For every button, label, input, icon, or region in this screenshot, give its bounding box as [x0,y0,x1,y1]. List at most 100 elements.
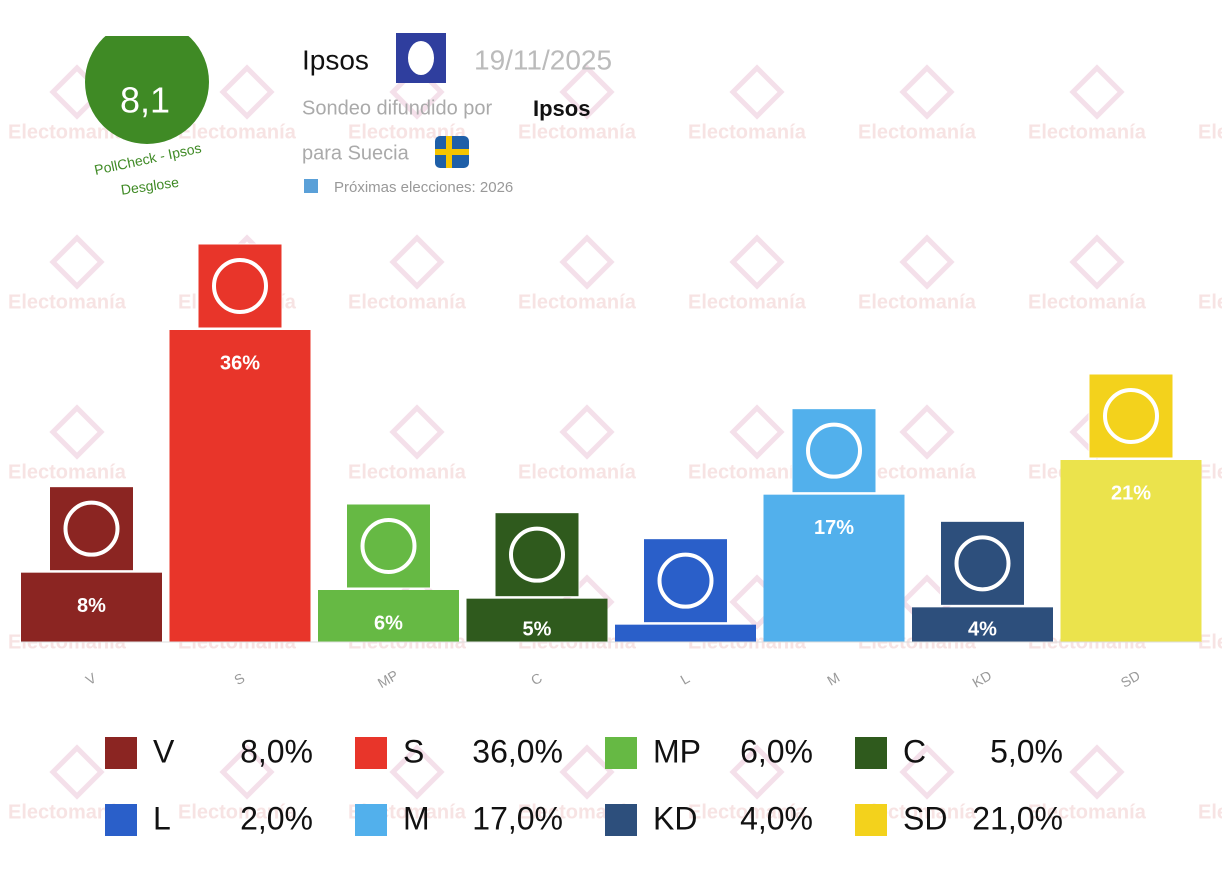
party-logo-mark [360,518,417,574]
watermark: Electomanía [1198,801,1222,823]
watermark: Electomanía [858,801,977,823]
country: para Suecia [302,142,410,164]
date: 19/11/2025 [474,44,612,75]
published-by: Sondeo difundido por [302,97,492,119]
bar-label: 17% [814,517,854,539]
watermark-logo [1069,744,1125,800]
legend-name: L [153,800,171,836]
x-tick-label: SD [1118,667,1143,691]
x-tick-label: MP [375,667,401,691]
ballot-icon [304,179,318,193]
watermark: Electomanía [178,801,297,823]
legend-name: V [153,733,175,769]
legend-value: 17,0% [472,800,563,836]
party-logo-mark [1103,388,1159,444]
watermark: Electomanía [1198,461,1222,483]
x-tick-label: M [824,669,842,689]
watermark-logo [219,744,275,800]
flag-cross [435,149,469,155]
legend-name: C [903,733,926,769]
watermark-logo [899,64,955,120]
watermark: Electomanía [518,291,637,313]
legend-icon [855,804,887,836]
breakdown-link[interactable]: Desglose [120,174,180,198]
pollster: Ipsos [302,44,369,75]
legend-value: 36,0% [472,733,563,769]
watermark: Electomanía [178,121,297,143]
bar [912,607,1053,642]
legend-value: 8,0% [240,733,313,769]
party-logo [49,486,134,572]
watermark: Electomanía [8,461,127,483]
legend-value: 21,0% [972,800,1063,836]
watermark: Electomanía [1028,291,1147,313]
watermark-logo [559,404,615,460]
watermark-logo [1069,234,1125,290]
watermark: Electomanía [858,121,977,143]
watermark: Electomanía [8,291,127,313]
bar [318,590,459,642]
party-logo [1088,373,1174,459]
watermark: Electomanía [8,121,127,143]
watermark: Electomanía [858,291,977,313]
legend-icon [105,804,137,836]
score: 8,1 [120,80,170,121]
legend-icon [605,804,637,836]
watermark-logo [729,234,785,290]
watermark-logo [729,404,785,460]
legend-icon [355,804,387,836]
watermark: Electomanía [1028,121,1147,143]
party-logo-mark [806,422,862,479]
watermark: Electomanía [348,461,467,483]
watermark: Electomanía [1198,121,1222,143]
publisher: Ipsos [533,96,590,121]
party-logo [643,538,728,624]
watermark-logo [49,744,105,800]
bar [466,598,608,642]
party-logo-mark [63,500,120,557]
party-logo [940,520,1025,606]
legend-value: 2,0% [240,800,313,836]
watermark: Electomanía [1198,291,1222,313]
legend: V 8,0% S 36,0% MP 6,0% C 5,0% L 2,0% M 17,0% KD 4,0% S… [105,733,1063,836]
watermark: Electomanía [518,461,637,483]
legend-name: SD [903,800,947,836]
legend-value: 6,0% [740,733,813,769]
next-elections: Próximas elecciones: 2026 [334,179,513,196]
bar-label: 36% [220,352,260,374]
watermark-logo [899,744,955,800]
legend-value: 4,0% [740,800,813,836]
watermark-logo [559,64,615,120]
legend-name: KD [653,800,697,836]
watermark: Electomanía [348,291,467,313]
bar [169,330,311,642]
watermark: Electomanía [1198,631,1222,653]
watermark: Electomanía [688,461,807,483]
score-source: PollCheck - Ipsos [93,140,203,178]
watermark-logo [49,234,105,290]
x-tick-label: C [528,669,545,688]
watermark-logo [899,234,955,290]
watermark: Electomanía [688,291,807,313]
watermark-logo [389,404,445,460]
party-logo-mark [509,526,565,583]
x-tick-label: L [677,670,692,688]
x-tick-label: KD [969,667,994,691]
watermark: Electomanía [518,121,637,143]
watermark-logo [559,234,615,290]
watermark-logo [389,744,445,800]
legend-name: MP [653,733,701,769]
pollster-logo-face [408,41,434,75]
watermark-logo [729,744,785,800]
watermark-logo [49,404,105,460]
bar [615,624,756,642]
watermark-logo [1069,64,1125,120]
bar [763,494,905,642]
watermark-logo [389,234,445,290]
legend-icon [855,737,887,769]
party-logo [791,408,877,494]
legend-name: M [403,800,430,836]
watermark: Electomanía [858,461,977,483]
bar-label: 5% [523,618,552,640]
